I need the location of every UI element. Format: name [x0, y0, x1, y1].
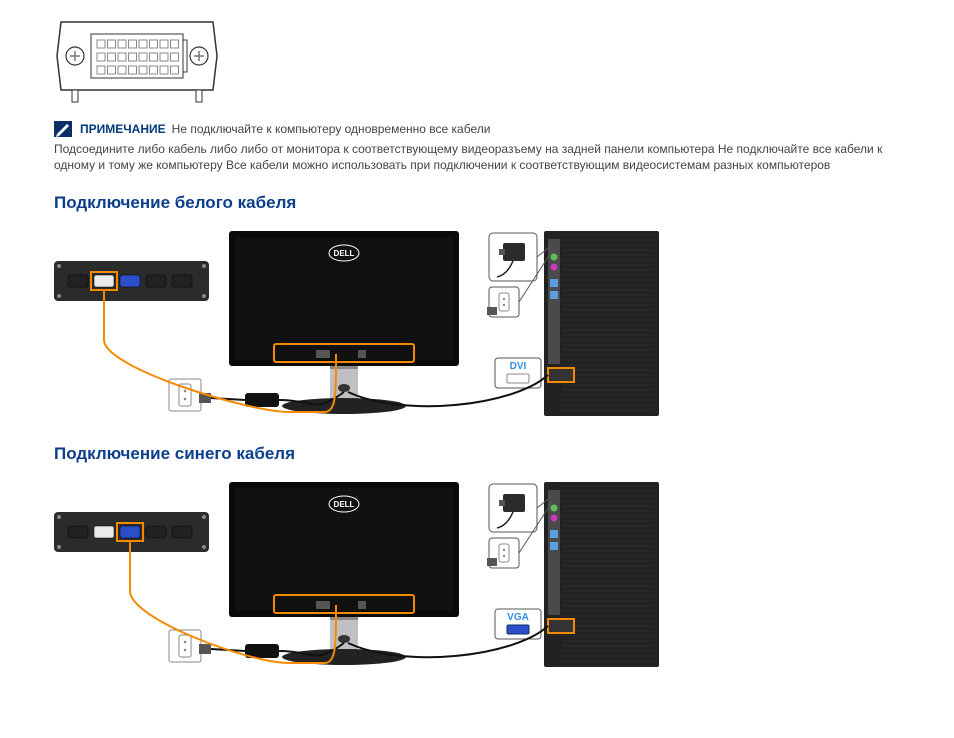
section-title-dvi: Подключение белого кабеля	[54, 193, 954, 213]
note-label: ПРИМЕЧАНИЕ	[80, 122, 166, 136]
connection-diagram-dvi: DELL DVI	[54, 221, 954, 424]
svg-text:DELL: DELL	[334, 500, 355, 509]
note-row: ПРИМЕЧАНИЕ Не подключайте к компьютеру о…	[54, 121, 954, 137]
note-text: Не подключайте к компьютеру одновременно…	[172, 122, 491, 136]
dvi-connector-figure	[0, 0, 954, 107]
connection-diagram-vga: DELL VGA	[54, 472, 954, 675]
svg-text:DVI: DVI	[510, 361, 527, 372]
svg-text:DELL: DELL	[334, 249, 355, 258]
section-title-vga: Подключение синего кабеля	[54, 444, 954, 464]
intro-paragraph: Подсоедините либо кабель либо либо от мо…	[54, 141, 900, 173]
svg-text:VGA: VGA	[507, 612, 529, 623]
note-icon	[54, 121, 72, 137]
